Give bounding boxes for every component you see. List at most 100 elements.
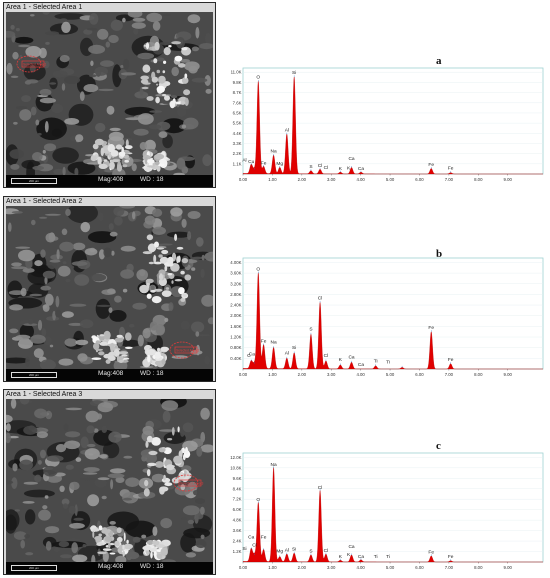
sem-particle (12, 463, 18, 472)
sem-particle (69, 522, 85, 529)
sem-particle (191, 77, 208, 83)
sem-particle (195, 539, 207, 549)
sem-particle (103, 247, 112, 258)
sem-bright-particle (165, 287, 170, 290)
sem-particle (37, 132, 42, 136)
sem-particle (196, 237, 204, 247)
sem-particle (106, 105, 115, 115)
sem-bright-particle (146, 469, 151, 477)
sem-particle (33, 348, 44, 359)
sem-particle (6, 480, 14, 485)
element-label: S (309, 164, 312, 170)
sem-particle (51, 103, 64, 114)
sem-particle (118, 326, 126, 338)
sem-bright-particle (150, 289, 156, 293)
sem-footer-c: 200 μm Mag:408 WD : 18 (6, 562, 213, 574)
sem-particle (53, 547, 60, 552)
sem-bright-particle (115, 144, 123, 150)
element-label: Ti (386, 554, 390, 560)
sem-particle (25, 356, 30, 367)
sem-particle (64, 118, 80, 125)
sem-void (7, 280, 23, 299)
sem-particle (37, 319, 43, 331)
sem-particle (50, 254, 63, 260)
sem-particle (160, 518, 173, 529)
sem-particle (38, 509, 51, 521)
sem-particle (152, 208, 163, 217)
sem-bright-particle (167, 256, 174, 265)
sem-particle (142, 328, 151, 339)
sem-bright-particle (158, 254, 163, 258)
y-tick-label: 4.8K (233, 518, 242, 523)
sem-particle (71, 261, 88, 266)
sem-particle (39, 97, 57, 104)
sem-particle (38, 216, 48, 219)
selected-area-outline (16, 55, 42, 73)
sem-particle (34, 474, 42, 483)
sem-particle (65, 464, 74, 470)
element-label: Ca (358, 166, 364, 172)
working-distance-label: WD : 18 (140, 176, 164, 183)
sem-bright-particle (108, 355, 116, 361)
x-tick-label: 9.00 (504, 565, 513, 570)
sem-particle (144, 215, 156, 225)
sem-particle (115, 476, 125, 483)
element-label: Ca (358, 554, 364, 560)
element-label: Ti (386, 360, 390, 366)
sem-particle (65, 278, 71, 283)
sem-bright-particle (97, 156, 102, 165)
sem-particle (32, 152, 43, 162)
sem-particle (149, 124, 162, 130)
sem-void (167, 231, 191, 238)
sem-particle (94, 478, 107, 488)
sem-bright-particle (141, 86, 149, 90)
sem-bright-particle (100, 147, 105, 157)
y-tick-label: 2.80K (230, 292, 241, 297)
eds-spectrum-a: 1.1K 2.2K 3.3K 4.4K 5.5K 6.5K 7.6K 8.7K 9.8K 11.0… (231, 67, 544, 182)
sem-particle (9, 304, 23, 311)
sem-particle (36, 431, 48, 439)
selected-area-label: Selected Area 2 (176, 349, 199, 353)
element-label: Cl (324, 165, 329, 171)
sem-particle (180, 429, 185, 437)
sem-bright-particle (99, 341, 109, 346)
sem-footer-a: 200 μm Mag:408 WD : 18 (6, 175, 213, 187)
element-label: Na (271, 340, 277, 346)
x-tick-label: 5.00 (386, 565, 395, 570)
sem-bright-particle (92, 528, 100, 532)
sem-particle (46, 455, 64, 462)
sem-bright-particle (156, 85, 165, 93)
sem-void (6, 514, 17, 534)
sem-bright-particle (105, 359, 111, 364)
sem-particle (26, 79, 39, 84)
sem-particle (200, 268, 205, 278)
x-tick-label: 2.00 (298, 177, 307, 182)
sem-particle (137, 52, 155, 60)
sem-bright-particle (185, 447, 188, 455)
eds-spectrum-c: 1.2K 2.4K 3.6K 4.8K 6.0K 7.2K 8.4K 9.6K 10.8K 12.… (230, 452, 544, 570)
sem-bright-particle (98, 163, 108, 169)
sem-particle (185, 552, 197, 558)
sem-particle (126, 459, 135, 467)
sem-panel-b: Area 1 - Selected Area 2 Selected Area 2… (3, 196, 216, 382)
sem-bright-particle (166, 464, 175, 471)
y-tick-label: 3.20K (230, 281, 241, 286)
sem-bright-particle (118, 351, 129, 355)
sem-particle (196, 447, 203, 457)
sem-particle (15, 246, 31, 249)
sem-title-a: Area 1 - Selected Area 1 (6, 4, 83, 11)
sem-particle (45, 41, 50, 45)
sem-bright-particle (155, 461, 164, 468)
sem-particle (84, 448, 100, 460)
x-tick-label: 1.00 (268, 372, 277, 377)
sem-bright-particle (153, 551, 157, 557)
sem-bright-particle (147, 159, 151, 163)
sem-particle (141, 534, 147, 539)
spectrum-series (242, 76, 543, 175)
sem-bright-particle (151, 437, 162, 446)
sem-particle (80, 221, 91, 233)
sem-bright-particle (123, 543, 133, 550)
sem-bright-particle (160, 346, 170, 352)
sem-particle (59, 241, 74, 252)
element-label: S (309, 548, 312, 554)
